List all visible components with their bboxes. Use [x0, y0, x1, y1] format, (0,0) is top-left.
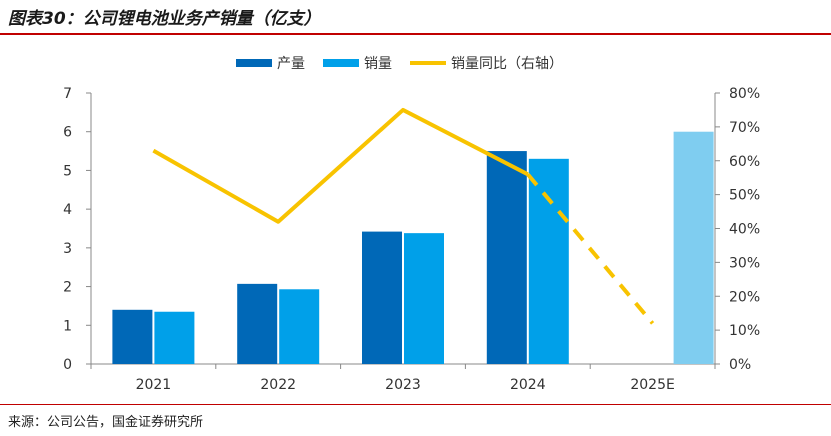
bar-sales [279, 289, 320, 364]
legend-swatch-sales [323, 59, 359, 67]
y-tick-label-left: 0 [63, 357, 72, 373]
y-tick-label-left: 3 [63, 241, 72, 257]
page-title: 图表30：公司锂电池业务产销量（亿支） [8, 9, 321, 29]
y-tick-label-right: 60% [729, 154, 760, 170]
chart-lines [152, 107, 655, 325]
y-tick-label-left: 6 [63, 125, 72, 141]
title-divider [0, 33, 831, 35]
y-tick-label-left: 4 [63, 202, 72, 218]
bar-production [112, 309, 153, 364]
y-tick-label-right: 70% [729, 120, 760, 136]
y-tick-label-left: 1 [63, 318, 72, 334]
source-note: 来源：公司公告，国金证券研究所 [8, 415, 204, 430]
chart-legend: 产量 销量 销量同比（右轴） [236, 56, 563, 72]
y-tick-label-right: 80% [729, 86, 760, 102]
y-tick-label-right: 0% [729, 357, 751, 373]
legend-label: 销量同比（右轴） [451, 56, 563, 72]
y-tick-label-right: 40% [729, 222, 760, 238]
legend-swatch-production [236, 59, 272, 67]
legend-label: 产量 [277, 56, 305, 72]
x-tick-label: 2022 [260, 377, 296, 393]
chart-bars [112, 131, 714, 364]
y-tick-label-right: 10% [729, 323, 760, 339]
y-tick-label-left: 2 [63, 280, 72, 296]
bar-sales [528, 158, 569, 364]
x-tick-label: 2025E [630, 377, 674, 393]
y-tick-label-left: 7 [63, 86, 72, 102]
x-tick-label: 2021 [136, 377, 172, 393]
y-tick-label-right: 20% [729, 289, 760, 305]
legend-label: 销量 [364, 56, 392, 72]
line-sales-yoy [152, 107, 529, 224]
bar-production [237, 283, 278, 364]
x-tick-label: 2024 [510, 377, 546, 393]
bar-sales [404, 233, 444, 364]
bar-sales-forecast [673, 131, 714, 364]
line-sales-yoy-forecast [526, 173, 655, 325]
bar-production [362, 231, 402, 364]
bar-production [486, 151, 527, 364]
x-tick-label: 2023 [385, 377, 421, 393]
y-tick-label-right: 50% [729, 188, 760, 204]
y-tick-label-right: 30% [729, 255, 760, 271]
y-tick-label-left: 5 [63, 163, 72, 179]
footer-divider [0, 404, 831, 405]
bar-sales [154, 311, 195, 364]
